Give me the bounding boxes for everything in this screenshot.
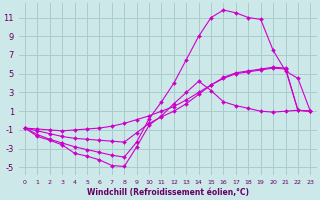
- X-axis label: Windchill (Refroidissement éolien,°C): Windchill (Refroidissement éolien,°C): [87, 188, 249, 197]
